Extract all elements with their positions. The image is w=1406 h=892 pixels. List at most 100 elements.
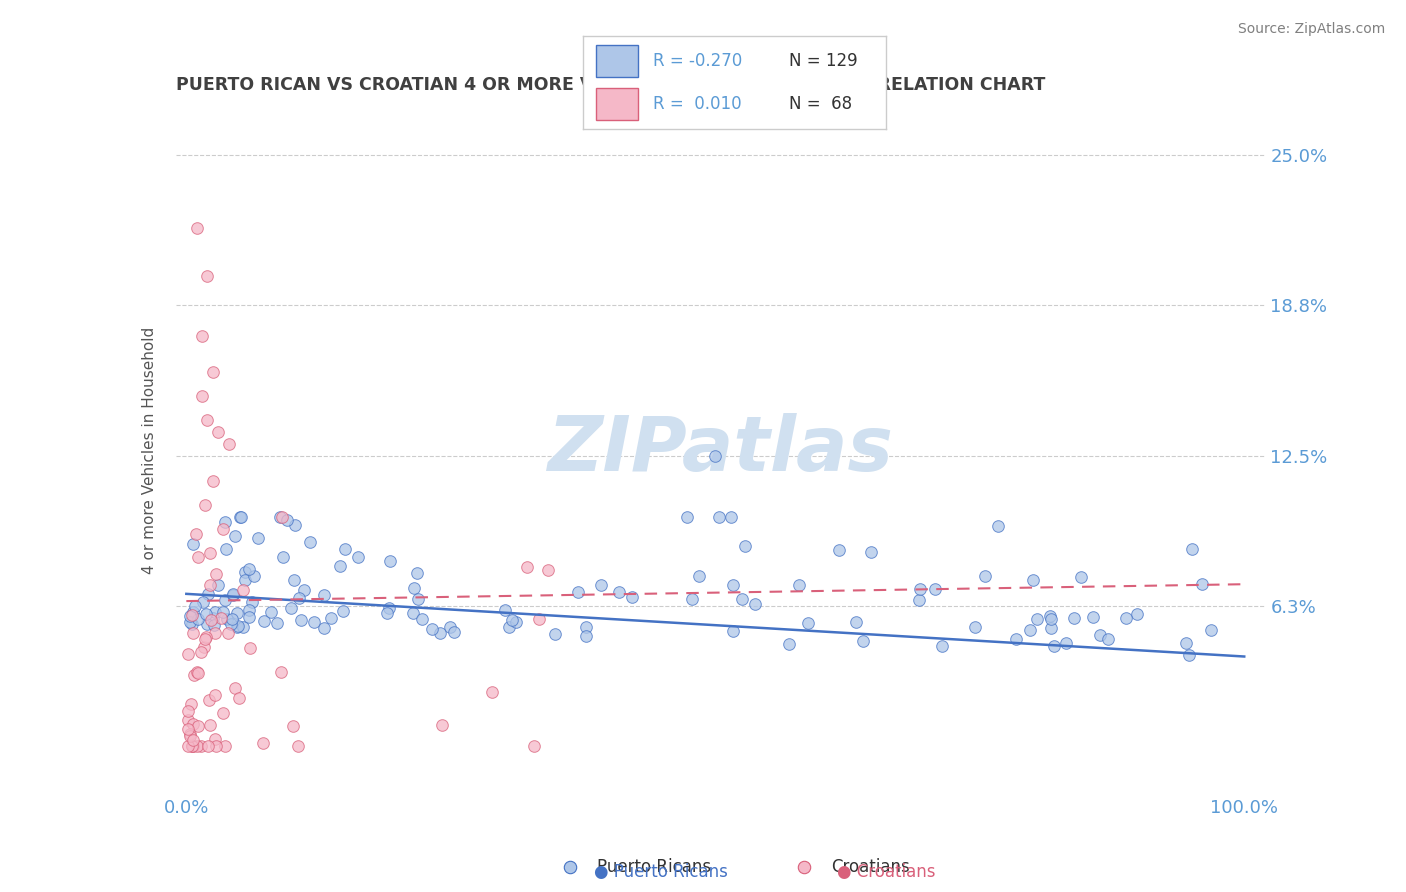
Point (707, 509, 730, 524)
Point (505, 615, 527, 630)
Point (207, 425, 229, 440)
Point (204, 732, 226, 747)
Point (183, 626, 205, 640)
Point (523, 739, 546, 753)
Text: Source: ZipAtlas.com: Source: ZipAtlas.com (1237, 22, 1385, 37)
Point (266, 615, 288, 630)
Point (1097, 632, 1119, 647)
Point (269, 509, 291, 524)
Point (177, 713, 200, 727)
Point (201, 365, 224, 379)
Y-axis label: 4 or more Vehicles in Household: 4 or more Vehicles in Household (142, 326, 157, 574)
Point (481, 685, 503, 699)
Point (239, 640, 262, 655)
Point (688, 569, 710, 583)
Point (430, 718, 453, 732)
Point (177, 647, 200, 661)
Point (198, 546, 221, 560)
Point (731, 591, 754, 606)
Point (575, 620, 598, 634)
Point (183, 668, 205, 682)
Point (560, 860, 582, 874)
Point (1039, 621, 1062, 635)
Point (283, 719, 305, 733)
Point (589, 578, 612, 592)
Point (411, 611, 433, 625)
Point (908, 593, 931, 607)
Point (194, 607, 217, 621)
Point (347, 550, 370, 565)
Point (845, 615, 868, 629)
Point (226, 606, 249, 620)
Point (190, 645, 212, 659)
Point (681, 592, 703, 607)
Point (1005, 632, 1028, 646)
Point (1054, 636, 1077, 650)
Point (224, 529, 246, 543)
Point (177, 722, 200, 736)
Point (404, 581, 426, 595)
Point (197, 587, 219, 601)
Point (720, 509, 742, 524)
Point (179, 615, 201, 630)
Point (215, 612, 238, 626)
Point (212, 522, 235, 536)
Point (292, 583, 315, 598)
Point (181, 605, 204, 619)
Point (260, 605, 283, 619)
Point (181, 733, 204, 747)
Point (779, 637, 801, 651)
Point (721, 577, 744, 591)
Point (787, 578, 810, 592)
Point (228, 509, 250, 524)
Point (1063, 611, 1085, 625)
Point (200, 614, 222, 628)
Point (402, 607, 425, 621)
Point (184, 526, 207, 541)
Point (193, 640, 215, 655)
Point (299, 535, 322, 549)
Point (179, 726, 201, 740)
Point (796, 615, 818, 630)
Point (1199, 623, 1222, 637)
Point (190, 739, 212, 753)
Point (314, 621, 336, 635)
Point (931, 639, 953, 653)
Point (621, 591, 644, 605)
Point (908, 582, 931, 597)
Point (183, 599, 205, 614)
Point (204, 626, 226, 640)
Point (280, 601, 302, 615)
Point (252, 736, 274, 750)
Point (228, 690, 250, 705)
Point (1181, 541, 1204, 556)
Point (180, 739, 202, 753)
Point (195, 616, 218, 631)
Point (198, 717, 221, 731)
Point (537, 563, 560, 577)
Point (180, 608, 202, 623)
Text: N =  68: N = 68 (789, 95, 852, 113)
Point (179, 609, 201, 624)
Point (187, 666, 209, 681)
Point (228, 618, 250, 632)
Point (974, 569, 997, 583)
Point (1039, 608, 1062, 623)
Point (177, 739, 200, 753)
Text: PUERTO RICAN VS CROATIAN 4 OR MORE VEHICLES IN HOUSEHOLD CORRELATION CHART: PUERTO RICAN VS CROATIAN 4 OR MORE VEHIC… (176, 77, 1045, 95)
Point (222, 586, 245, 600)
Point (226, 619, 249, 633)
Point (1022, 573, 1045, 587)
Point (375, 606, 398, 620)
Point (224, 681, 246, 696)
Point (378, 601, 401, 615)
Text: R = -0.270: R = -0.270 (652, 52, 742, 70)
Point (181, 739, 204, 753)
Point (198, 577, 221, 591)
Point (1088, 628, 1111, 642)
Point (214, 739, 236, 753)
Point (443, 624, 465, 639)
Point (247, 531, 270, 545)
Point (194, 498, 217, 512)
Point (181, 616, 204, 631)
